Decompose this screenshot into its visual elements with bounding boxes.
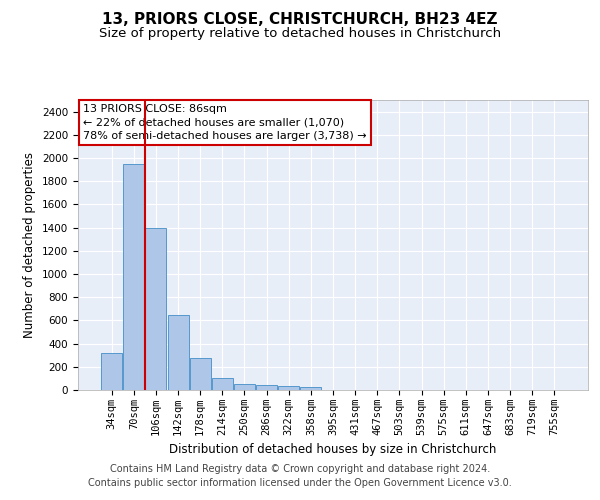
Bar [234,384,255,390]
Bar [190,358,211,390]
Bar [167,314,188,390]
Bar [145,228,166,390]
Text: 13 PRIORS CLOSE: 86sqm
← 22% of detached houses are smaller (1,070)
78% of semi-: 13 PRIORS CLOSE: 86sqm ← 22% of detached… [83,104,367,141]
X-axis label: Distribution of detached houses by size in Christchurch: Distribution of detached houses by size … [169,444,497,456]
Y-axis label: Number of detached properties: Number of detached properties [23,152,37,338]
Bar [256,386,277,390]
Text: Size of property relative to detached houses in Christchurch: Size of property relative to detached ho… [99,28,501,40]
Bar [301,388,322,390]
Text: Contains HM Land Registry data © Crown copyright and database right 2024.
Contai: Contains HM Land Registry data © Crown c… [88,464,512,487]
Bar [212,378,233,390]
Bar [278,386,299,390]
Bar [101,353,122,390]
Text: 13, PRIORS CLOSE, CHRISTCHURCH, BH23 4EZ: 13, PRIORS CLOSE, CHRISTCHURCH, BH23 4EZ [102,12,498,28]
Bar [124,164,145,390]
